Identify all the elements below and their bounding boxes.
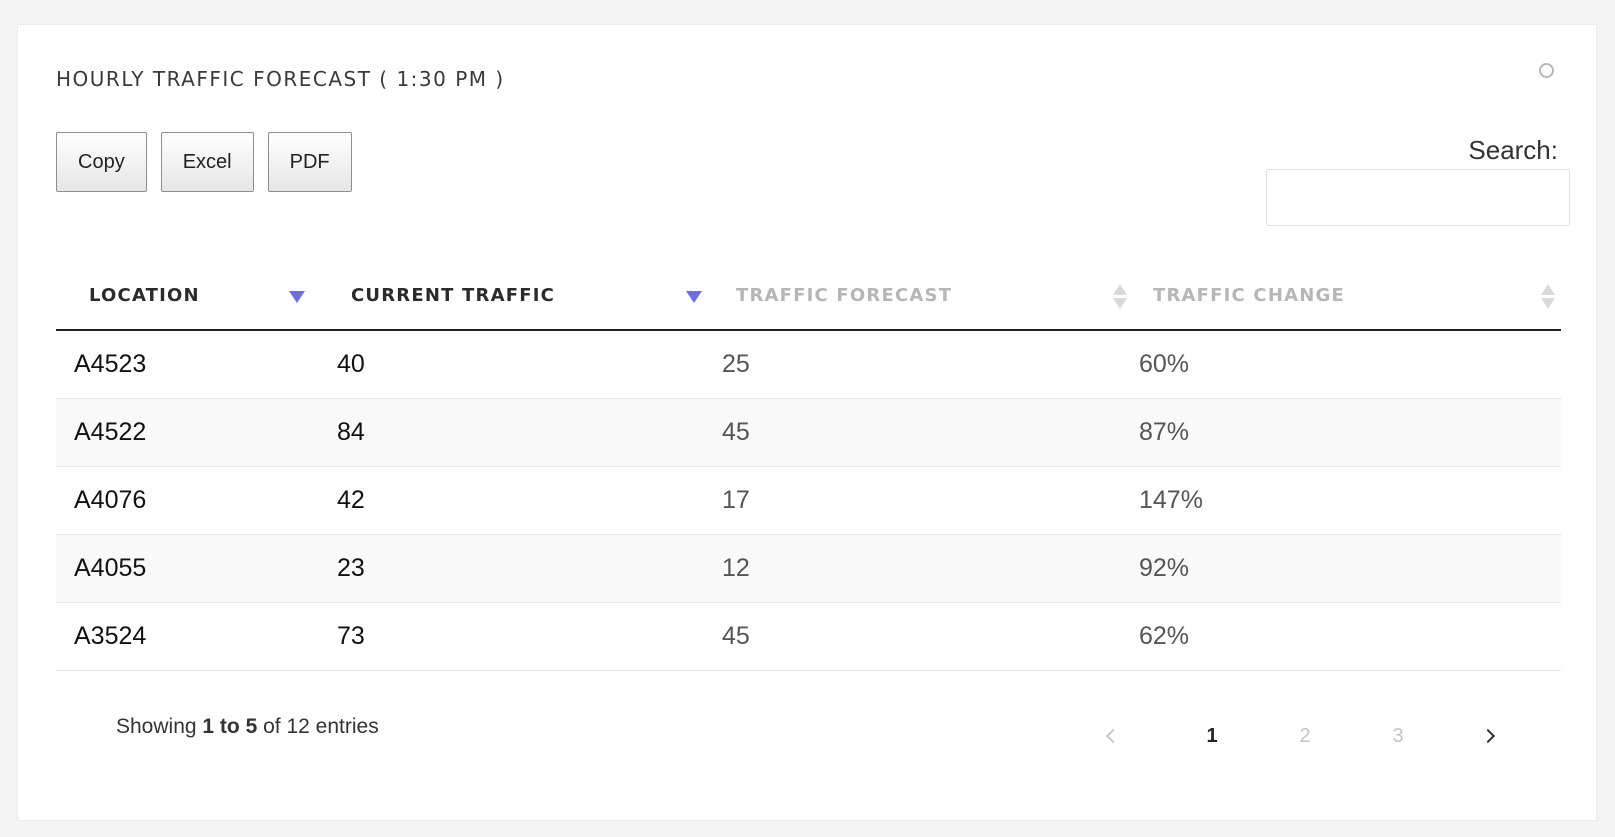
- page-button-2[interactable]: 2: [1299, 725, 1311, 747]
- table-row[interactable]: A4522 84 45 87%: [56, 398, 1561, 467]
- traffic-forecast-cell: 45: [716, 398, 1133, 467]
- card-title: HOURLY TRAFFIC FORECAST ( 1:30 PM ): [56, 67, 505, 91]
- table-row[interactable]: A3524 73 45 62%: [56, 602, 1561, 671]
- info-range: 1 to 5: [202, 715, 258, 738]
- excel-button[interactable]: Excel: [160, 132, 254, 192]
- current-traffic-cell: 84: [319, 398, 716, 467]
- column-label: CURRENT TRAFFIC: [351, 284, 556, 306]
- info-suffix: entries: [315, 715, 379, 738]
- location-cell: A3524: [56, 602, 319, 671]
- table-header-row: LOCATION CURRENT TRAFFIC TRAFFIC FORECAS…: [56, 261, 1561, 331]
- traffic-change-cell: 62%: [1133, 602, 1561, 671]
- info-middle: of: [263, 715, 281, 738]
- search-label: Search:: [1468, 135, 1558, 165]
- location-cell: A4523: [56, 330, 319, 399]
- column-label: LOCATION: [89, 284, 200, 306]
- traffic-change-cell: 92%: [1133, 534, 1561, 603]
- current-traffic-cell: 42: [319, 466, 716, 535]
- copy-button[interactable]: Copy: [56, 132, 147, 192]
- sort-descending-icon: [289, 291, 305, 303]
- column-header-traffic-change[interactable]: TRAFFIC CHANGE: [1133, 261, 1561, 331]
- sort-both-icon: [1541, 284, 1555, 310]
- table-row[interactable]: A4055 23 12 92%: [56, 534, 1561, 603]
- traffic-forecast-cell: 17: [716, 466, 1133, 535]
- location-cell: A4076: [56, 466, 319, 535]
- traffic-forecast-cell: 25: [716, 330, 1133, 399]
- circle-menu-icon[interactable]: [1539, 63, 1554, 78]
- table-info: Showing 1 to 5 of 12 entries: [116, 715, 379, 739]
- chevron-left-icon[interactable]: [1105, 728, 1121, 744]
- sort-both-icon: [1113, 284, 1127, 310]
- page-button-1[interactable]: 1: [1206, 725, 1218, 747]
- traffic-table: LOCATION CURRENT TRAFFIC TRAFFIC FORECAS…: [56, 261, 1561, 671]
- column-header-traffic-forecast[interactable]: TRAFFIC FORECAST: [716, 261, 1133, 331]
- export-toolbar: Copy Excel PDF: [56, 132, 352, 192]
- pdf-button[interactable]: PDF: [267, 132, 352, 192]
- column-label: TRAFFIC CHANGE: [1153, 284, 1345, 306]
- location-cell: A4055: [56, 534, 319, 603]
- current-traffic-cell: 40: [319, 330, 716, 399]
- table-row[interactable]: A4076 42 17 147%: [56, 466, 1561, 535]
- traffic-forecast-cell: 45: [716, 602, 1133, 671]
- pagination: 1 2 3: [1105, 725, 1538, 755]
- info-prefix: Showing: [116, 715, 197, 738]
- chevron-right-icon[interactable]: [1480, 728, 1496, 744]
- traffic-change-cell: 147%: [1133, 466, 1561, 535]
- search-input[interactable]: [1266, 169, 1570, 226]
- traffic-change-cell: 60%: [1133, 330, 1561, 399]
- info-total: 12: [286, 715, 310, 738]
- table-row[interactable]: A4523 40 25 60%: [56, 330, 1561, 399]
- page-button-3[interactable]: 3: [1392, 725, 1404, 747]
- sort-descending-icon: [686, 291, 702, 303]
- traffic-forecast-cell: 12: [716, 534, 1133, 603]
- column-label: TRAFFIC FORECAST: [736, 284, 953, 306]
- current-traffic-cell: 23: [319, 534, 716, 603]
- traffic-forecast-card: HOURLY TRAFFIC FORECAST ( 1:30 PM ) Copy…: [17, 24, 1597, 821]
- current-traffic-cell: 73: [319, 602, 716, 671]
- location-cell: A4522: [56, 398, 319, 467]
- column-header-location[interactable]: LOCATION: [56, 261, 319, 331]
- column-header-current-traffic[interactable]: CURRENT TRAFFIC: [319, 261, 716, 331]
- traffic-change-cell: 87%: [1133, 398, 1561, 467]
